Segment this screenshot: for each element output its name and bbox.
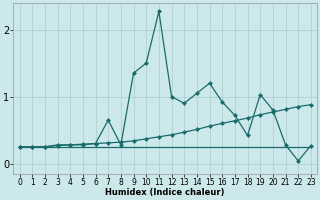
X-axis label: Humidex (Indice chaleur): Humidex (Indice chaleur) [106,188,225,197]
